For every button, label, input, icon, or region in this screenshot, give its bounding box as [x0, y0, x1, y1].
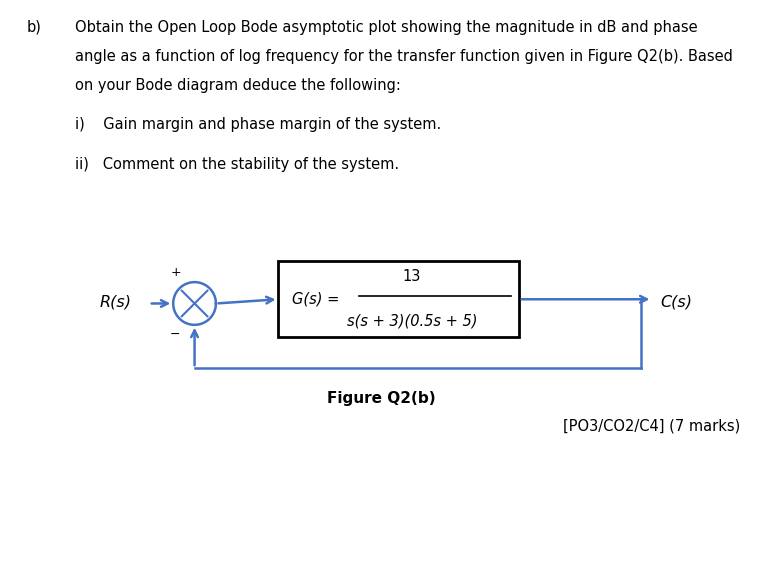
- FancyBboxPatch shape: [278, 261, 519, 337]
- Text: Figure Q2(b): Figure Q2(b): [327, 391, 436, 406]
- Text: on your Bode diagram deduce the following:: on your Bode diagram deduce the followin…: [75, 78, 401, 93]
- Text: i)    Gain margin and phase margin of the system.: i) Gain margin and phase margin of the s…: [75, 117, 441, 133]
- Text: R(s): R(s): [99, 295, 131, 310]
- Text: b): b): [27, 20, 41, 35]
- Text: s(s + 3)(0.5s + 5): s(s + 3)(0.5s + 5): [346, 313, 478, 328]
- Text: 13: 13: [403, 269, 421, 284]
- Text: ii)   Comment on the stability of the system.: ii) Comment on the stability of the syst…: [75, 157, 399, 172]
- Text: angle as a function of log frequency for the transfer function given in Figure Q: angle as a function of log frequency for…: [75, 49, 732, 64]
- Text: G(s) =: G(s) =: [292, 292, 340, 307]
- Text: −: −: [169, 328, 180, 341]
- Text: Obtain the Open Loop Bode asymptotic plot showing the magnitude in dB and phase: Obtain the Open Loop Bode asymptotic plo…: [75, 20, 697, 35]
- Text: [PO3/CO2/C4] (7 marks): [PO3/CO2/C4] (7 marks): [563, 419, 740, 434]
- Text: +: +: [171, 266, 182, 279]
- Text: C(s): C(s): [660, 295, 692, 310]
